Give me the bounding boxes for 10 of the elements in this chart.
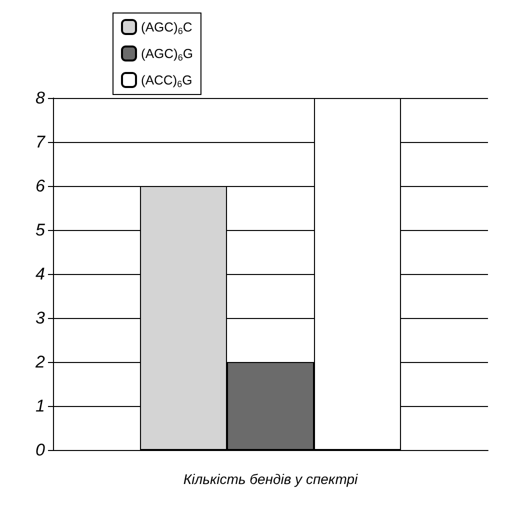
y-tick-label: 3 [36, 308, 46, 328]
x-axis-title: Кількість бендів у спектрі [183, 471, 358, 487]
y-tick-label: 0 [36, 440, 46, 460]
y-tick-label: 8 [36, 88, 46, 108]
y-tick-label: 2 [34, 352, 46, 372]
y-tick-label: 4 [36, 264, 45, 284]
y-tick-label: 1 [36, 396, 45, 416]
y-tick-label: 6 [36, 176, 46, 196]
y-tick-label: 7 [36, 132, 46, 152]
y-tick-label: 5 [36, 220, 46, 240]
